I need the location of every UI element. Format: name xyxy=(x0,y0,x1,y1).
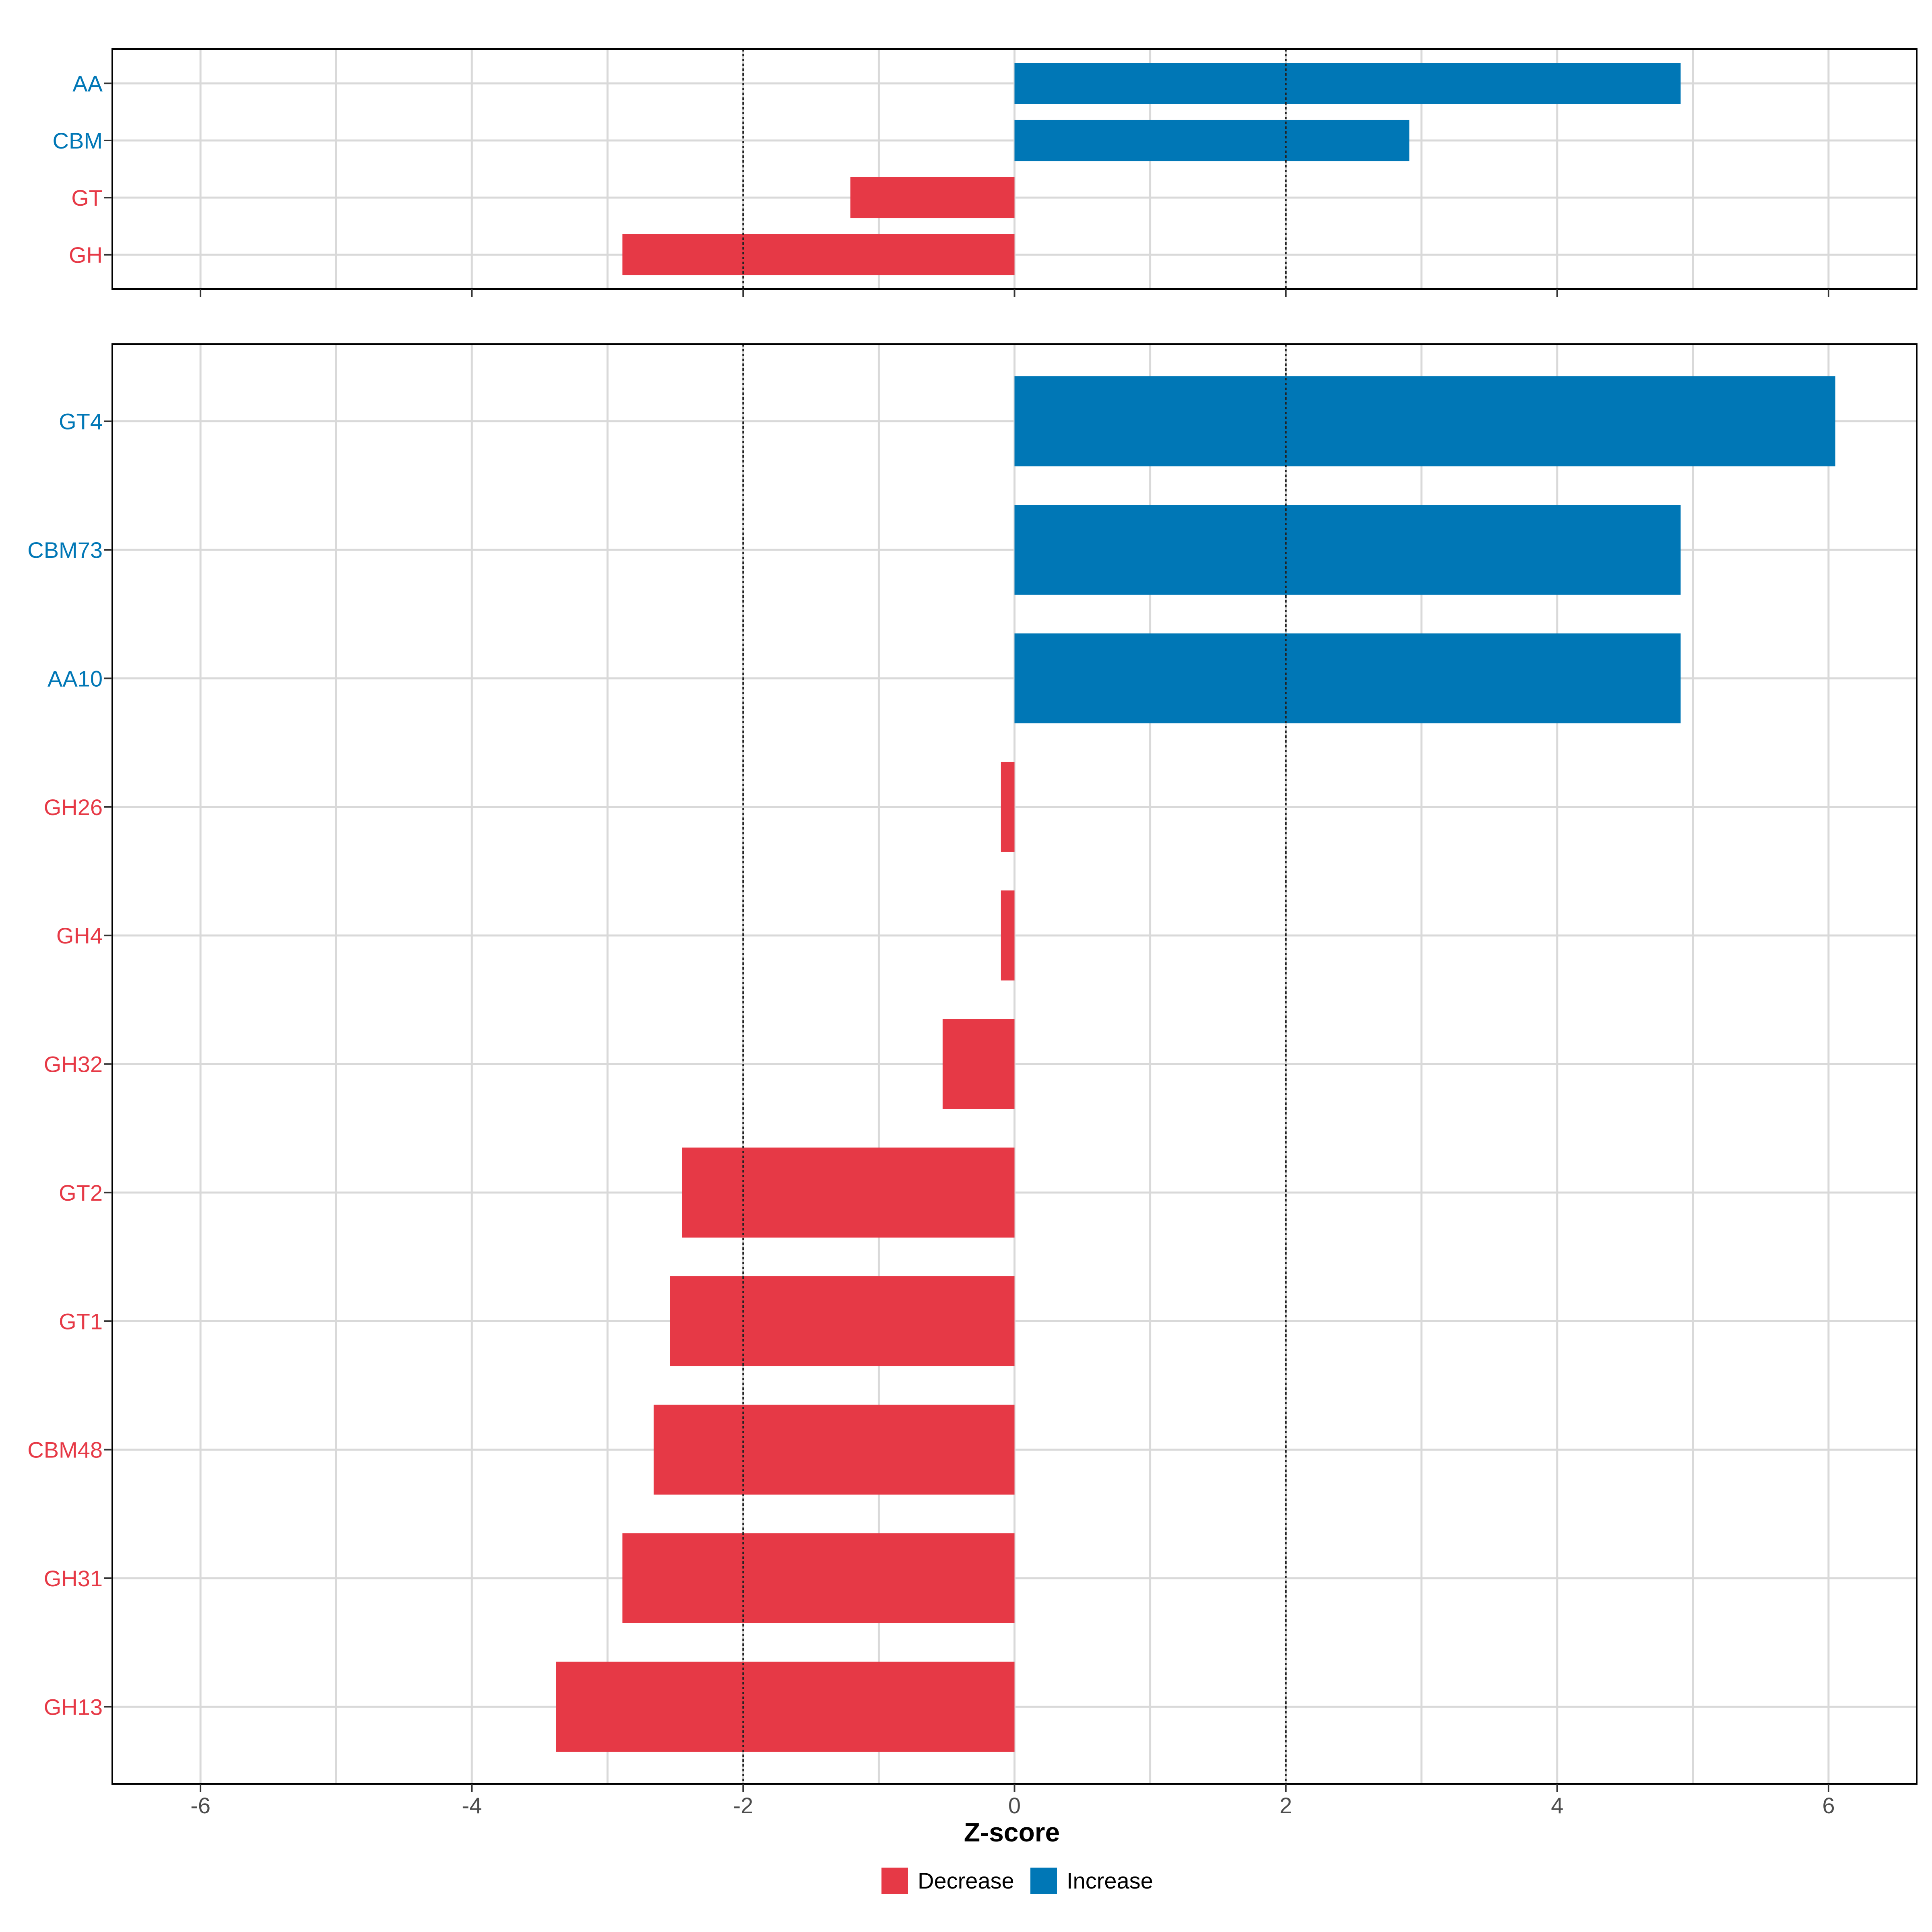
top-bar-gh xyxy=(622,234,1015,275)
x-axis: -6 -4 -2 0 2 4 6 xyxy=(190,1793,1835,1818)
legend: Decrease Increase xyxy=(881,1868,1153,1894)
bottom-y-tick-label: GH26 xyxy=(44,795,103,820)
top-y-tick-label: CBM xyxy=(53,128,103,153)
bottom-y-tick-label: AA10 xyxy=(47,666,103,691)
x-tick-label: -4 xyxy=(462,1793,482,1818)
x-tick-label: 6 xyxy=(1822,1793,1835,1818)
top-y-tick-label: GH xyxy=(69,242,103,268)
top-y-tick-label: AA xyxy=(72,71,103,96)
x-tick-label: 0 xyxy=(1008,1793,1021,1818)
legend-swatch-decrease xyxy=(881,1868,908,1894)
bottom-bar-gt2 xyxy=(682,1148,1015,1238)
top-panel: AA CBM GT GH xyxy=(53,48,1918,297)
bottom-y-tick-label: GH31 xyxy=(44,1566,103,1591)
top-y-tick-label: GT xyxy=(71,185,103,211)
x-tick-label: 2 xyxy=(1280,1793,1292,1818)
bottom-bar-gh13 xyxy=(556,1662,1015,1752)
bottom-panel: GT4 CBM73 AA10 GH26 GH4 GH32 GT2 GT1 CBM48 GH31 GH… xyxy=(27,343,1918,1792)
x-axis-label: Z-score xyxy=(964,1817,1060,1847)
top-bar-gt xyxy=(850,177,1015,219)
bottom-y-tick-label: GT1 xyxy=(59,1309,103,1334)
bottom-bar-gh32 xyxy=(942,1019,1015,1109)
bottom-y-tick-label: GH32 xyxy=(44,1052,103,1077)
bottom-y-tick-label: GH13 xyxy=(44,1694,103,1719)
x-tick-label: 4 xyxy=(1551,1793,1563,1818)
top-bar-aa xyxy=(1014,63,1681,104)
bottom-bar-gh4 xyxy=(1001,890,1015,980)
x-tick-label: -6 xyxy=(190,1793,211,1818)
bottom-y-tick-label: GT2 xyxy=(59,1180,103,1205)
bottom-bar-gh31 xyxy=(622,1533,1015,1623)
bottom-bar-cbm73 xyxy=(1014,505,1681,595)
legend-label-decrease: Decrease xyxy=(918,1868,1014,1893)
bottom-bar-gt4 xyxy=(1014,376,1835,466)
legend-swatch-increase xyxy=(1030,1868,1057,1894)
bottom-y-tick-label: CBM73 xyxy=(27,537,103,563)
bottom-bar-gt1 xyxy=(670,1276,1015,1366)
bottom-y-tick-label: CBM48 xyxy=(27,1437,103,1463)
x-tick-label: -2 xyxy=(733,1793,753,1818)
bottom-y-tick-label: GH4 xyxy=(56,923,103,948)
legend-label-increase: Increase xyxy=(1067,1868,1153,1893)
bottom-bar-aa10 xyxy=(1014,633,1681,724)
top-bar-cbm xyxy=(1014,120,1410,161)
bottom-y-tick-label: GT4 xyxy=(59,409,103,434)
bottom-bar-gh26 xyxy=(1001,762,1015,852)
bottom-bar-cbm48 xyxy=(653,1404,1015,1495)
